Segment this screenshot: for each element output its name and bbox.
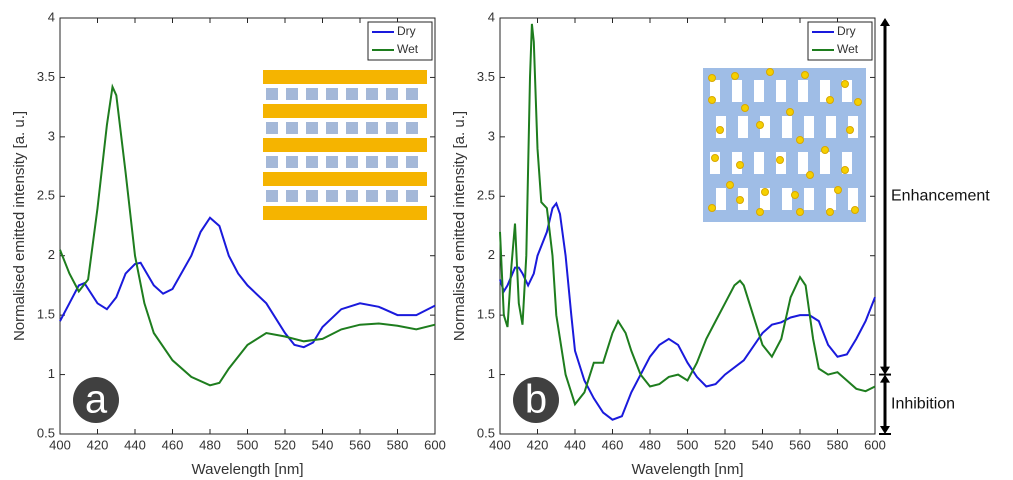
x-tick-label: 400 [49,437,71,452]
x-tick-label: 520 [714,437,736,452]
x-tick-label: 500 [677,437,699,452]
y-tick-label: 1 [48,366,55,381]
legend-label: Dry [837,24,856,38]
x-tick-label: 440 [124,437,146,452]
y-tick-label: 1 [488,366,495,381]
x-tick-label: 580 [387,437,409,452]
y-axis-title: Normalised emitted intensity [a. u.] [11,111,28,341]
x-tick-label: 560 [789,437,811,452]
x-tick-label: 420 [87,437,109,452]
data-line [499,201,876,421]
x-tick-label: 460 [162,437,184,452]
legend-label: Wet [837,42,859,56]
y-tick-label: 4 [488,9,495,24]
y-tick-label: 2.5 [37,188,55,203]
panel-label: a [85,378,108,422]
panel-label: b [525,378,547,422]
x-tick-label: 480 [639,437,661,452]
y-tick-label: 3 [48,128,55,143]
y-tick-label: 1.5 [37,307,55,322]
inset-porous [703,68,866,222]
legend-label: Wet [397,42,419,56]
plot-area [59,17,436,435]
arrow-head [880,374,890,383]
x-tick-label: 400 [489,437,511,452]
data-line [59,83,436,387]
y-tick-label: 2 [488,247,495,262]
legend-box [367,21,433,61]
x-axis-title: Wavelength [nm] [192,461,304,478]
annotation: Enhancement [891,188,990,205]
inset-layered [263,70,427,220]
y-tick-label: 4 [48,9,55,24]
panel-badge [73,377,119,423]
x-axis-title: Wavelength [nm] [632,461,744,478]
annotation: Inhibition [891,396,955,413]
x-tick-label: 520 [274,437,296,452]
y-tick-label: 2 [48,247,55,262]
x-tick-label: 440 [564,437,586,452]
y-tick-label: 3.5 [477,69,495,84]
x-tick-label: 580 [827,437,849,452]
panel-badge [513,377,559,423]
data-line [499,23,876,407]
y-tick-label: 0.5 [37,425,55,440]
x-tick-label: 540 [312,437,334,452]
data-line [59,216,436,349]
y-tick-label: 3.5 [37,69,55,84]
arrow-head [880,366,890,375]
arrow-head [880,426,890,434]
y-tick-label: 1.5 [477,307,495,322]
y-tick-label: 3 [488,128,495,143]
y-axis-title: Normalised emitted intensity [a. u.] [451,111,468,341]
x-tick-label: 420 [527,437,549,452]
x-tick-label: 560 [349,437,371,452]
x-tick-label: 600 [424,437,446,452]
y-tick-label: 0.5 [477,425,495,440]
x-tick-label: 460 [602,437,624,452]
legend-label: Dry [397,24,416,38]
legend-box [807,21,873,61]
x-tick-label: 500 [237,437,259,452]
x-tick-label: 480 [199,437,221,452]
arrow-head [880,18,890,26]
y-tick-label: 2.5 [477,188,495,203]
x-tick-label: 540 [752,437,774,452]
x-tick-label: 600 [864,437,886,452]
